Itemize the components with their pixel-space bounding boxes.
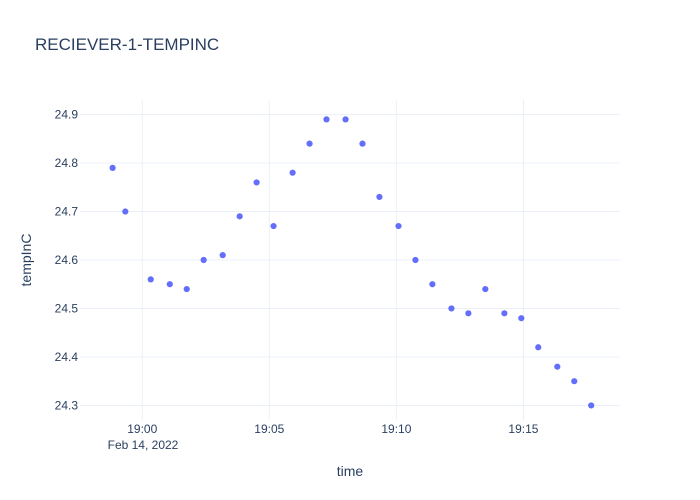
data-point[interactable] <box>200 256 207 264</box>
data-point[interactable] <box>448 305 455 312</box>
y-tick-label: 24.3 <box>55 398 79 412</box>
data-point[interactable] <box>253 179 260 186</box>
data-point[interactable] <box>376 193 383 201</box>
y-tick-label: 24.9 <box>55 108 79 122</box>
y-tick-label: 24.6 <box>55 253 79 267</box>
data-point[interactable] <box>588 402 595 409</box>
chart-title: RECIEVER-1-TEMPINC <box>35 35 219 54</box>
data-point[interactable] <box>501 310 508 317</box>
x-tick-label: 19:00 <box>127 422 157 436</box>
y-tick-label: 24.8 <box>55 156 79 170</box>
y-tick-label: 24.7 <box>55 205 79 219</box>
data-point[interactable] <box>323 116 330 123</box>
data-point[interactable] <box>535 344 542 351</box>
data-point[interactable] <box>429 281 436 288</box>
y-tick-label: 24.4 <box>55 350 79 364</box>
data-point[interactable] <box>571 378 578 385</box>
data-point[interactable] <box>482 285 489 293</box>
data-point[interactable] <box>109 164 116 171</box>
x-tick-label: 19:05 <box>254 422 284 436</box>
y-tick-label: 24.5 <box>55 301 79 315</box>
data-point[interactable] <box>166 281 173 288</box>
data-point[interactable] <box>306 140 313 147</box>
data-point[interactable] <box>342 116 349 123</box>
data-point[interactable] <box>219 252 226 259</box>
x-axis-title: time <box>337 463 364 479</box>
data-point[interactable] <box>554 363 561 370</box>
data-points <box>109 116 595 409</box>
data-point[interactable] <box>518 315 525 322</box>
data-point[interactable] <box>412 256 419 264</box>
x-date-label: Feb 14, 2022 <box>108 438 179 452</box>
x-tick-label: 19:10 <box>381 422 411 436</box>
data-point[interactable] <box>122 208 129 215</box>
axis-ticks: 24.3 24.4 24.5 24.6 24.7 24.8 24.9 19:00 19:05 19… <box>55 108 539 436</box>
data-point[interactable] <box>465 310 472 317</box>
x-tick-label: 19:15 <box>508 422 538 436</box>
data-point[interactable] <box>236 213 243 220</box>
data-point[interactable] <box>289 169 296 176</box>
data-point[interactable] <box>270 222 277 230</box>
data-point[interactable] <box>147 276 154 283</box>
data-point[interactable] <box>395 222 402 230</box>
grid <box>80 100 620 420</box>
y-axis-title: tempInC <box>18 234 34 287</box>
data-point[interactable] <box>359 140 366 147</box>
data-point[interactable] <box>183 285 190 293</box>
